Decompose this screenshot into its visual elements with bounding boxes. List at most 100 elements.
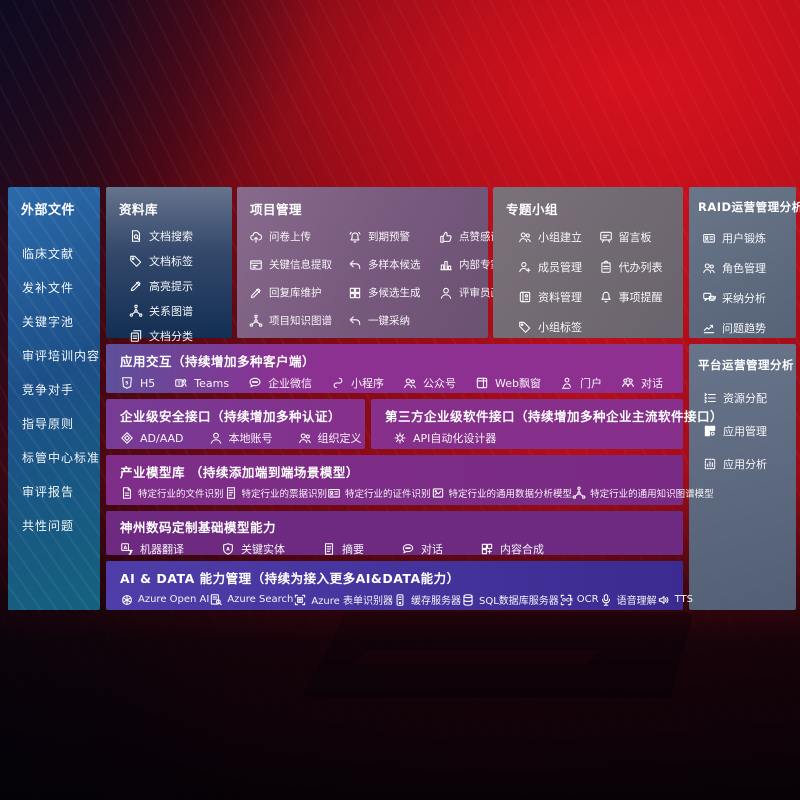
portal-person-icon <box>560 376 574 390</box>
feature-item: 问题趋势 <box>702 320 796 336</box>
panel-title: 应用交互（持续增加多种客户端） <box>120 354 316 369</box>
people-icon <box>702 261 716 275</box>
reply-arrow-icon <box>348 258 362 272</box>
panel-platform-ops: 平台运营管理分析 资源分配 应用管理 应用分析 <box>689 344 796 610</box>
panel-items: API自动化设计器 <box>371 428 683 452</box>
feature-item: 摘要 <box>322 541 364 557</box>
panel-items: 资源分配 应用管理 应用分析 <box>689 373 796 472</box>
mini-program-icon <box>331 376 345 390</box>
tag-icon <box>129 254 143 268</box>
database-icon <box>461 593 475 607</box>
feature-item: 关系图谱 <box>129 303 232 319</box>
feature-item: 特定行业的文件识别 <box>120 486 224 500</box>
feature-item: 用户锻炼 <box>702 230 796 246</box>
panel-ai-data: AI & DATA 能力管理（持续为接入更多AI&DATA能力） Azure O… <box>106 561 693 613</box>
panel-items: 特定行业的文件识别 特定行业的票据识别 特定行业的证件识别 特定行业的通用数据分… <box>106 484 714 506</box>
compose-grid-icon <box>480 542 494 556</box>
panel-title: 项目管理 <box>250 202 303 217</box>
panel-title: RAID运营管理分析 <box>698 200 800 214</box>
trend-icon <box>702 321 716 335</box>
panel-title: 专题小组 <box>506 202 559 217</box>
feature-item: 成员管理 <box>518 259 599 275</box>
search-doc-icon <box>209 593 223 607</box>
chat-dots-icon <box>248 376 262 390</box>
panel-repository: 资料库 文档搜索 文档标签 高亮提示 关系图谱 文档分类 <box>106 187 232 343</box>
id-card-icon <box>327 486 341 500</box>
feature-item: 文档分类 <box>129 328 232 344</box>
panel-items: 小组建立 留言板 成员管理 代办列表 资料管理 事项提醒 小组标签 <box>493 218 683 335</box>
bell-icon <box>599 290 613 304</box>
feature-item: 资源分配 <box>703 390 796 406</box>
highlight-pen-icon <box>249 286 263 300</box>
panel-external-files: 外部文件 临床文献 发补文件 关键字池 审评培训内容 竞争对手 指导原则 标管中… <box>8 187 100 610</box>
people-icon <box>403 376 417 390</box>
list-item: 指导原则 <box>22 417 75 431</box>
feature-item: 机器翻译 <box>120 541 184 557</box>
panel-items: 用户锻炼 角色管理 采纳分析 问题趋势 <box>689 215 796 336</box>
feature-item: 资料管理 <box>518 289 599 305</box>
feature-item: 多样本候选 <box>348 257 437 272</box>
window-extract-icon <box>249 258 263 272</box>
image-chart-icon <box>431 486 445 500</box>
server-icon <box>393 593 407 607</box>
list-item: 竞争对手 <box>22 383 75 397</box>
feature-item: 语音理解 <box>599 592 657 607</box>
monitor-stand-highlight <box>352 651 598 664</box>
translate-icon <box>120 542 134 556</box>
feature-item: 文档搜索 <box>129 228 232 244</box>
alarm-icon <box>348 230 362 244</box>
panel-items: 问卷上传 到期预警 点赞感谢 关键信息提取 多样本候选 内部专家排名 回复库维护… <box>237 218 522 328</box>
panel-industry-models: 产业模型库 （持续添加端到端场景模型） 特定行业的文件识别 特定行业的票据识别 … <box>106 455 714 506</box>
feature-item: 采纳分析 <box>702 290 796 306</box>
panel-items: Azure Open AI Azure Search Azure 表单识别器 缓… <box>106 590 693 613</box>
feature-item: Web飘窗 <box>475 375 541 391</box>
feature-item: 特定行业的通用知识图谱模型 <box>572 486 714 500</box>
feature-item: 本地账号 <box>209 430 273 446</box>
panel-title: 神州数码定制基础模型能力 <box>120 520 277 535</box>
feature-item: 应用分析 <box>703 456 796 472</box>
panel-custom-models: 神州数码定制基础模型能力 机器翻译 关键实体 摘要 对话 内容合成 <box>106 511 683 557</box>
panel-third-party-api: 第三方企业级软件接口（持续增加多种企业主流软件接口） API自动化设计器 <box>371 399 723 452</box>
people-icon <box>518 230 532 244</box>
feature-item: 项目知识图谱 <box>249 313 346 328</box>
people-icon <box>298 431 312 445</box>
feature-item: 一键采纳 <box>348 313 437 328</box>
panel-topic-groups: 专题小组 小组建立 留言板 成员管理 代办列表 资料管理 事项提醒 小组标签 <box>493 187 683 338</box>
feature-item: 角色管理 <box>702 260 796 276</box>
receipt-icon <box>224 486 238 500</box>
tag-icon <box>518 320 532 334</box>
shield-a-icon <box>221 542 235 556</box>
panel-title: 产业模型库 （持续添加端到端场景模型） <box>120 465 359 480</box>
feature-item: 小程序 <box>331 375 384 391</box>
feature-item: Azure Open AI <box>120 593 209 607</box>
network-icon <box>249 314 263 328</box>
podium-icon <box>439 258 453 272</box>
message-board-icon <box>599 230 613 244</box>
feature-item: 高亮提示 <box>129 278 232 294</box>
app-chart-icon <box>703 457 717 471</box>
feature-item: OCR <box>559 593 599 607</box>
feature-item: SQL数据库服务器 <box>461 592 559 607</box>
list-item: 临床文献 <box>22 247 75 261</box>
feature-item: 关键信息提取 <box>249 257 346 272</box>
person-icon <box>209 431 223 445</box>
cloud-upload-icon <box>249 230 263 244</box>
feature-item: 关键实体 <box>221 541 285 557</box>
panel-title: 平台运营管理分析 <box>698 358 794 372</box>
feature-item: TTS <box>657 593 693 607</box>
list-item: 关键字池 <box>22 315 75 329</box>
feature-item: H5 <box>120 376 155 390</box>
gear-icon <box>393 431 407 445</box>
feature-item: 到期预警 <box>348 229 437 244</box>
duo-chat-icon <box>621 376 635 390</box>
doc-search-icon <box>129 229 143 243</box>
panel-raid-ops: RAID运营管理分析 用户锻炼 角色管理 采纳分析 问题趋势 <box>689 187 800 338</box>
openai-icon <box>120 593 134 607</box>
feature-item: 回复库维护 <box>249 285 346 300</box>
feature-item: 对话 <box>401 541 443 557</box>
docs-icon <box>129 329 143 343</box>
allocation-list-icon <box>703 391 717 405</box>
network-icon <box>572 486 586 500</box>
panel-title: 企业级安全接口（持续增加多种认证） <box>120 409 342 424</box>
person-add-icon <box>518 260 532 274</box>
